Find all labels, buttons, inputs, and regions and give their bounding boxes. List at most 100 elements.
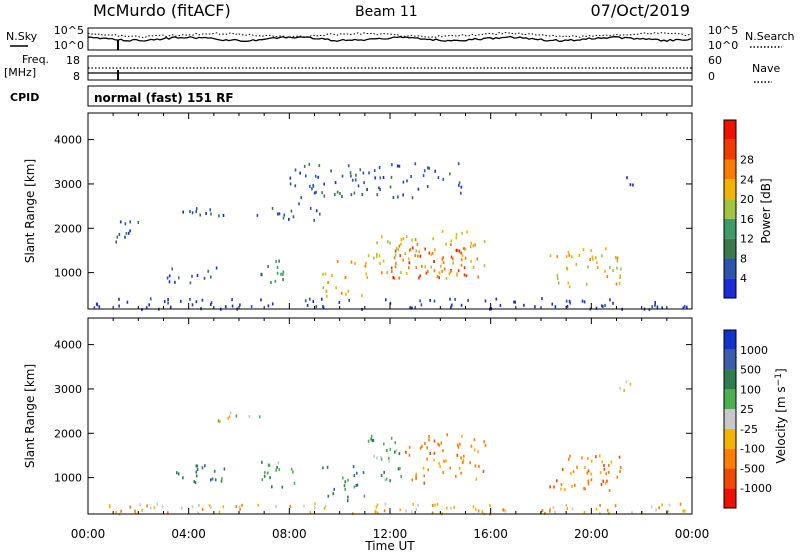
- colorbar-tick-label: 100: [740, 383, 761, 396]
- range-cell: [565, 503, 567, 507]
- range-cell: [315, 190, 317, 194]
- range-cell: [293, 481, 296, 485]
- range-cell: [460, 263, 463, 267]
- range-cell: [655, 508, 657, 512]
- range-cell: [554, 510, 556, 514]
- range-cell: [124, 235, 126, 239]
- range-cell: [315, 305, 318, 309]
- range-cell: [210, 478, 212, 482]
- range-cell: [127, 231, 130, 235]
- range-cell: [477, 275, 479, 279]
- range-cell: [405, 450, 407, 454]
- range-cell: [204, 464, 206, 468]
- range-cell: [355, 483, 358, 487]
- range-cell: [483, 240, 486, 243]
- range-cell: [353, 191, 356, 195]
- colorbar-swatch: [724, 409, 736, 429]
- range-cell: [460, 258, 463, 262]
- range-cell: [210, 275, 212, 279]
- range-cell: [375, 255, 378, 259]
- range-cell: [595, 306, 598, 310]
- range-cell: [612, 269, 614, 272]
- range-cell: [222, 214, 225, 217]
- date-title: 07/Oct/2019: [590, 1, 690, 20]
- range-cell: [592, 257, 594, 261]
- range-cell: [148, 303, 150, 307]
- range-cell: [571, 255, 573, 259]
- range-cell: [608, 488, 611, 492]
- range-cell: [455, 248, 458, 252]
- range-cell: [596, 261, 598, 265]
- range-cell: [153, 506, 156, 510]
- range-cell: [109, 505, 111, 509]
- range-cell: [625, 380, 628, 384]
- range-cell: [587, 469, 590, 473]
- range-cell: [124, 222, 127, 226]
- range-cell: [428, 251, 431, 255]
- range-cell: [587, 479, 590, 483]
- range-cell: [433, 299, 436, 303]
- range-cell: [264, 471, 266, 475]
- range-cell: [327, 494, 330, 498]
- range-cell: [257, 503, 259, 507]
- range-cell: [438, 461, 440, 465]
- velocity-colorbar: -1000 -500 -100 -25 25 100 500 1000: [723, 329, 772, 509]
- range-cell: [430, 265, 433, 269]
- range-cell: [581, 299, 584, 303]
- range-cell: [433, 260, 435, 263]
- range-cell: [210, 212, 212, 216]
- range-cell: [374, 509, 377, 513]
- power-panel-frame: [87, 112, 693, 310]
- range-cell: [603, 464, 605, 467]
- range-cell: [167, 298, 169, 301]
- range-cell: [608, 463, 610, 467]
- range-cell: [439, 465, 441, 468]
- range-cell: [379, 261, 381, 265]
- range-cell: [616, 475, 619, 479]
- range-cell: [472, 265, 475, 269]
- range-cell: [387, 240, 389, 244]
- range-cell: [456, 453, 459, 457]
- range-cell: [457, 162, 460, 166]
- range-cell: [610, 460, 613, 464]
- range-cell: [441, 257, 443, 261]
- range-cell: [583, 486, 585, 490]
- range-cell: [616, 266, 618, 270]
- range-cell: [427, 468, 429, 472]
- range-cell: [338, 300, 341, 304]
- range-cell: [344, 480, 347, 484]
- range-cell: [368, 171, 370, 175]
- range-cell: [239, 303, 241, 307]
- range-cell: [560, 483, 563, 486]
- range-cell: [235, 414, 238, 418]
- range-cell: [463, 273, 466, 277]
- range-cell: [601, 254, 603, 258]
- range-cell: [330, 169, 332, 173]
- range-cell: [434, 503, 436, 507]
- range-cell: [423, 481, 426, 485]
- range-cell: [239, 507, 241, 511]
- range-cell: [451, 303, 453, 307]
- range-cell: [383, 470, 385, 474]
- range-cell: [565, 255, 568, 259]
- range-cell: [474, 507, 477, 511]
- range-cell: [191, 303, 194, 307]
- range-cell: [385, 298, 387, 302]
- range-cell: [578, 254, 581, 257]
- range-cell: [347, 164, 350, 168]
- range-cell: [389, 241, 391, 245]
- range-cell: [402, 193, 404, 197]
- range-cell: [282, 270, 285, 274]
- range-cell: [458, 466, 461, 470]
- range-cell: [350, 174, 352, 178]
- range-cell: [398, 164, 401, 168]
- range-cell: [288, 217, 290, 221]
- power-ticks: 1000 2000 3000 4000: [54, 113, 693, 309]
- range-cell: [197, 511, 199, 515]
- range-cell: [472, 505, 475, 509]
- range-cell: [210, 505, 212, 509]
- range-cell: [178, 276, 180, 280]
- range-cell: [654, 301, 656, 305]
- range-cell: [595, 256, 597, 260]
- range-cell: [326, 294, 328, 298]
